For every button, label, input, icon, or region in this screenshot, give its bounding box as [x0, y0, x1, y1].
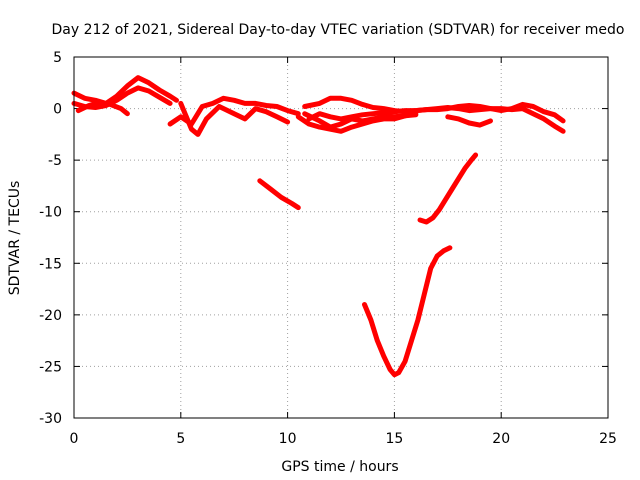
sat-track-1: [71, 75, 179, 106]
x-tick-label: 10: [279, 431, 297, 447]
sat-track-9: [295, 111, 419, 134]
x-tick-label: 20: [492, 431, 510, 447]
y-tick-label: -25: [39, 359, 62, 375]
sat-track-13: [417, 152, 479, 225]
y-tick-label: 5: [53, 50, 62, 66]
data-series: [71, 75, 566, 378]
y-tick-label: -30: [39, 411, 62, 427]
x-axis-label: GPS time / hours: [281, 459, 398, 475]
sat-track-12: [362, 245, 453, 378]
plot-frame: [73, 56, 609, 419]
y-axis-label: SDTVAR / TECUs: [7, 181, 23, 296]
x-tick-label: 0: [70, 431, 79, 447]
sat-track-11: [257, 178, 301, 211]
sat-track-5: [178, 100, 291, 137]
sat-track-10: [445, 114, 493, 128]
y-tick-label: -5: [48, 153, 62, 169]
y-tick-label: -15: [39, 256, 62, 272]
tick-labels: 0 5 10 15 20 25 5 0 -5 -10 -15 -20 -25 -30: [39, 50, 617, 447]
y-tick-label: 0: [53, 102, 62, 118]
x-tick-label: 25: [599, 431, 617, 447]
x-tick-label: 5: [176, 431, 185, 447]
y-tick-label: -20: [39, 308, 62, 324]
sat-track-3: [75, 99, 130, 117]
x-tick-label: 15: [385, 431, 403, 447]
y-tick-label: -10: [39, 205, 62, 221]
chart-title: Day 212 of 2021, Sidereal Day-to-day VTE…: [52, 22, 625, 38]
